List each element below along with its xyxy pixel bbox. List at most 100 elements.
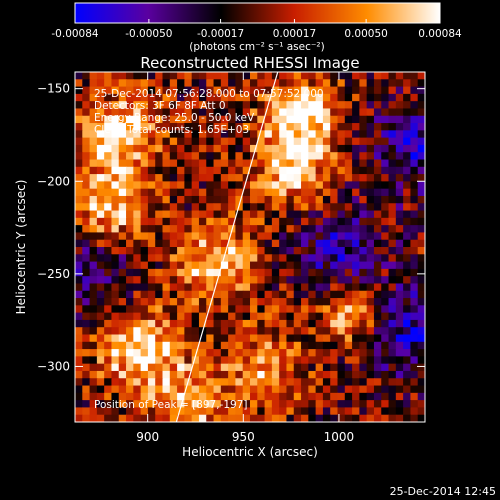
heatmap-cell	[140, 276, 149, 285]
heatmap-cell	[337, 144, 346, 153]
heatmap-cell	[395, 210, 404, 219]
heatmap-cell	[250, 195, 258, 204]
heatmap-cell	[257, 407, 266, 416]
heatmap-cell	[184, 334, 193, 343]
heatmap-cell	[118, 349, 127, 357]
heatmap-cell	[250, 130, 258, 139]
heatmap-cell	[403, 203, 412, 212]
heatmap-cell	[403, 174, 412, 182]
heatmap-cell	[381, 247, 390, 255]
heatmap-cell	[118, 203, 127, 212]
heatmap-cell	[293, 115, 302, 124]
heatmap-cell	[111, 268, 120, 277]
heatmap-cell	[198, 159, 207, 168]
heatmap-cell	[191, 72, 200, 80]
heatmap-cell	[140, 152, 149, 161]
heatmap-cell	[373, 188, 382, 197]
heatmap-cell	[395, 261, 404, 270]
heatmap-cell	[177, 72, 185, 80]
heatmap-cell	[242, 123, 251, 131]
heatmap-cell	[301, 152, 309, 161]
heatmap-cell	[184, 407, 193, 416]
heatmap-cell	[184, 305, 193, 314]
heatmap-cell	[162, 144, 171, 153]
heatmap-cell	[359, 203, 368, 212]
heatmap-cell	[315, 203, 324, 212]
heatmap-cell	[330, 254, 339, 263]
heatmap-cell	[417, 312, 425, 321]
heatmap-cell	[118, 363, 127, 372]
heatmap-cell	[250, 327, 258, 336]
heatmap-cell	[213, 268, 222, 277]
heatmap-cell	[191, 166, 200, 175]
heatmap-cell	[293, 195, 302, 204]
heatmap-cell	[264, 203, 273, 212]
heatmap-cell	[395, 101, 404, 110]
heatmap-cell	[169, 407, 178, 416]
heatmap-cell	[403, 363, 412, 372]
heatmap-cell	[322, 188, 331, 197]
heatmap-cell	[177, 341, 185, 350]
heatmap-cell	[337, 392, 346, 401]
heatmap-cell	[147, 72, 156, 80]
heatmap-cell	[220, 195, 229, 204]
heatmap-cell	[177, 93, 185, 102]
heatmap-cell	[169, 144, 178, 153]
heatmap-cell	[162, 93, 171, 102]
heatmap-cell	[104, 188, 113, 197]
heatmap-cell	[308, 261, 317, 270]
heatmap-cell	[279, 290, 288, 299]
heatmap-cell	[359, 305, 368, 314]
heatmap-cell	[315, 86, 324, 95]
heatmap-cell	[177, 305, 185, 314]
heatmap-cell	[381, 349, 390, 357]
heatmap-cell	[410, 225, 419, 234]
heatmap-cell	[293, 159, 302, 168]
heatmap-cell	[118, 239, 127, 248]
heatmap-cell	[308, 232, 317, 241]
heatmap-cell	[359, 327, 368, 336]
heatmap-cell	[198, 239, 207, 248]
heatmap-cell	[337, 254, 346, 263]
heatmap-cell	[235, 385, 244, 394]
heatmap-cell	[118, 298, 127, 306]
heatmap-cell	[264, 363, 273, 372]
heatmap-cell	[271, 232, 280, 241]
heatmap-cell	[140, 79, 149, 88]
heatmap-cell	[177, 407, 185, 416]
heatmap-cell	[279, 72, 288, 80]
heatmap-cell	[89, 72, 98, 80]
heatmap-cell	[366, 137, 375, 146]
heatmap-cell	[395, 195, 404, 204]
heatmap-cell	[75, 181, 83, 190]
heatmap-cell	[373, 93, 382, 102]
heatmap-cell	[388, 217, 397, 226]
heatmap-cell	[264, 370, 273, 379]
heatmap-cell	[271, 298, 280, 306]
heatmap-cell	[184, 115, 193, 124]
heatmap-cell	[140, 392, 149, 401]
colorbar-tick-label: -0.00017	[197, 28, 244, 40]
heatmap-cell	[417, 181, 425, 190]
heatmap-cell	[140, 166, 149, 175]
heatmap-cell	[322, 130, 331, 139]
heatmap-cell	[177, 203, 185, 212]
heatmap-cell	[388, 115, 397, 124]
heatmap-cell	[337, 72, 346, 80]
heatmap-cell	[344, 370, 353, 379]
heatmap-cell	[330, 283, 339, 292]
heatmap-cell	[213, 247, 222, 255]
heatmap-cell	[206, 283, 215, 292]
heatmap-cell	[308, 101, 317, 110]
heatmap-cell	[308, 356, 317, 365]
heatmap-cell	[177, 327, 185, 336]
heatmap-cell	[264, 144, 273, 153]
heatmap-cell	[410, 130, 419, 139]
heatmap-cell	[133, 203, 142, 212]
heatmap-cell	[104, 385, 113, 394]
heatmap-cell	[308, 225, 317, 234]
heatmap-cell	[96, 210, 105, 219]
heatmap-cell	[177, 363, 185, 372]
heatmap-cell	[352, 144, 360, 153]
